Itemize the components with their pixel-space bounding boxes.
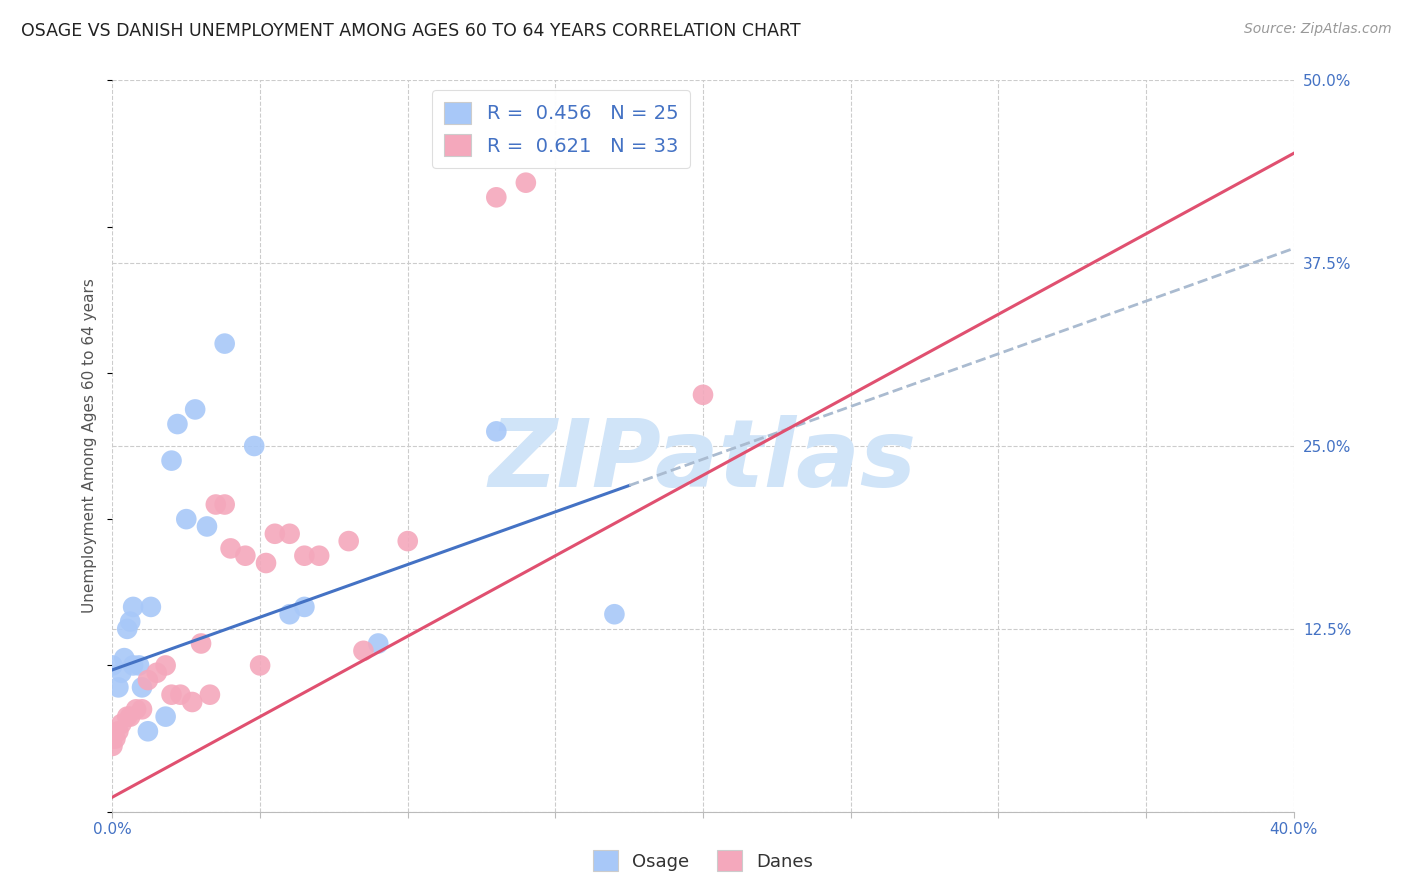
Point xyxy=(367,636,389,650)
Point xyxy=(214,336,236,351)
Point xyxy=(264,526,287,541)
Point xyxy=(692,388,714,402)
Point xyxy=(233,549,256,563)
Legend: R =  0.456   N = 25, R =  0.621   N = 33: R = 0.456 N = 25, R = 0.621 N = 33 xyxy=(433,90,690,168)
Point xyxy=(131,702,153,716)
Point xyxy=(603,607,626,622)
Point xyxy=(117,622,138,636)
Point xyxy=(485,425,508,439)
Point xyxy=(243,439,266,453)
Point xyxy=(166,417,188,431)
Point xyxy=(107,724,129,739)
Point xyxy=(112,651,135,665)
Point xyxy=(101,731,124,746)
Point xyxy=(190,636,212,650)
Text: ZIPatlas: ZIPatlas xyxy=(489,415,917,507)
Point xyxy=(120,615,142,629)
Point xyxy=(214,498,236,512)
Point xyxy=(160,688,183,702)
Point xyxy=(198,688,221,702)
Point xyxy=(131,681,153,695)
Point xyxy=(110,717,132,731)
Point xyxy=(117,709,138,723)
Point xyxy=(352,644,374,658)
Point xyxy=(205,498,228,512)
Point xyxy=(122,599,145,614)
Point xyxy=(485,190,508,204)
Point xyxy=(120,709,142,723)
Point xyxy=(160,453,183,467)
Y-axis label: Unemployment Among Ages 60 to 64 years: Unemployment Among Ages 60 to 64 years xyxy=(82,278,97,614)
Point xyxy=(101,739,124,753)
Point xyxy=(249,658,271,673)
Point xyxy=(174,512,197,526)
Point xyxy=(110,665,132,680)
Point xyxy=(136,724,159,739)
Point xyxy=(146,665,169,680)
Point xyxy=(107,681,129,695)
Point xyxy=(139,599,162,614)
Point xyxy=(125,702,148,716)
Point xyxy=(104,731,127,746)
Point xyxy=(292,599,315,614)
Point xyxy=(181,695,204,709)
Point xyxy=(337,534,360,549)
Point xyxy=(169,688,191,702)
Point xyxy=(101,658,124,673)
Text: Source: ZipAtlas.com: Source: ZipAtlas.com xyxy=(1244,22,1392,37)
Point xyxy=(128,658,150,673)
Legend: Osage, Danes: Osage, Danes xyxy=(585,843,821,879)
Point xyxy=(155,658,177,673)
Point xyxy=(195,519,218,533)
Point xyxy=(292,549,315,563)
Point xyxy=(219,541,242,556)
Point xyxy=(278,526,301,541)
Point xyxy=(396,534,419,549)
Point xyxy=(278,607,301,622)
Point xyxy=(254,556,277,570)
Point xyxy=(136,673,159,687)
Point xyxy=(122,658,145,673)
Point xyxy=(184,402,207,417)
Point xyxy=(155,709,177,723)
Point xyxy=(308,549,330,563)
Point xyxy=(515,176,537,190)
Text: OSAGE VS DANISH UNEMPLOYMENT AMONG AGES 60 TO 64 YEARS CORRELATION CHART: OSAGE VS DANISH UNEMPLOYMENT AMONG AGES … xyxy=(21,22,800,40)
